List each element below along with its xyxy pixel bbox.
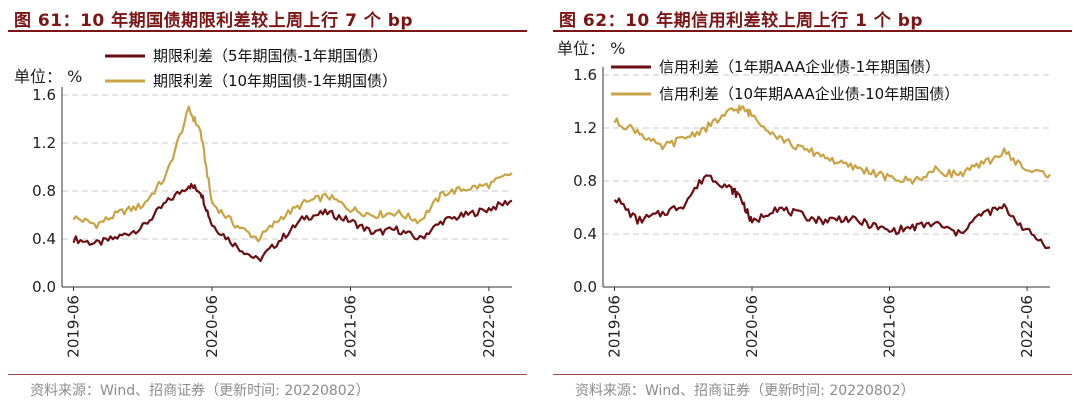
x-tick-label: 2019-06 — [605, 295, 623, 358]
x-tick-label: 2021-06 — [881, 295, 899, 358]
y-tick-label: 1.6 — [573, 66, 597, 84]
chart-panel-term-spread: 图 61：10 年期国债期限利差较上周上行 7 个 bp 单位： % 0.0 0.4… — [0, 0, 535, 410]
title-rule — [553, 30, 1072, 32]
series-line-1 — [613, 174, 1051, 249]
x-tick-label: 2022-06 — [1018, 295, 1036, 358]
x-tick-label: 2020-06 — [743, 295, 761, 358]
y-tick-label: 0.4 — [32, 230, 56, 248]
series-line-2 — [72, 105, 513, 243]
y-tick-label: 1.2 — [32, 134, 56, 152]
legend-label-1: 期限利差（5年期国债-1年期国债） — [153, 47, 388, 65]
source-note: 资料来源：Wind、招商证券（更新时间: 20220802） — [575, 383, 915, 399]
legend-label-2: 期限利差（10年期国债-1年期国债） — [153, 72, 397, 90]
y-tick-label: 1.2 — [573, 119, 597, 137]
x-tick-label: 2019-06 — [65, 295, 83, 358]
series-line-2 — [613, 104, 1051, 185]
legend-label-1: 信用利差（1年期AAA企业债-1年期国债） — [659, 58, 940, 76]
x-tick-label: 2022-06 — [480, 295, 498, 358]
unit-label: 单位： % — [14, 67, 82, 86]
y-tick-label: 0.0 — [32, 278, 56, 296]
unit-label: 单位： % — [557, 39, 625, 58]
source-rule — [8, 374, 527, 375]
y-tick-label: 0.8 — [573, 172, 597, 190]
y-tick-label: 0.4 — [573, 225, 597, 243]
x-tick-label: 2020-06 — [203, 295, 221, 358]
y-tick-label: 1.6 — [32, 86, 56, 104]
term-spread-chart: 单位： % 0.0 0.4 0.8 1.2 1.6 2019-06 2020-06 2021-0… — [14, 47, 513, 358]
title-rule — [8, 30, 527, 32]
series-line-1 — [72, 182, 513, 263]
source-note: 资料来源：Wind、招商证券（更新时间: 20220802） — [30, 383, 370, 399]
chart-title: 图 62：10 年期信用利差较上周上行 1 个 bp — [559, 11, 924, 31]
y-tick-label: 0.8 — [32, 182, 56, 200]
credit-spread-chart: 单位： % 0.0 0.4 0.8 1.2 1.6 2019-06 2020-06 2021-0… — [557, 39, 1051, 358]
source-rule — [553, 374, 1072, 375]
x-tick-label: 2021-06 — [341, 295, 359, 358]
y-tick-label: 0.0 — [573, 278, 597, 296]
chart-panel-credit-spread: 图 62：10 年期信用利差较上周上行 1 个 bp 单位： % 0.0 0.4 0.… — [545, 0, 1080, 410]
chart-title: 图 61：10 年期国债期限利差较上周上行 7 个 bp — [14, 11, 414, 31]
legend-label-2: 信用利差（10年期AAA企业债-10年期国债） — [659, 85, 959, 103]
